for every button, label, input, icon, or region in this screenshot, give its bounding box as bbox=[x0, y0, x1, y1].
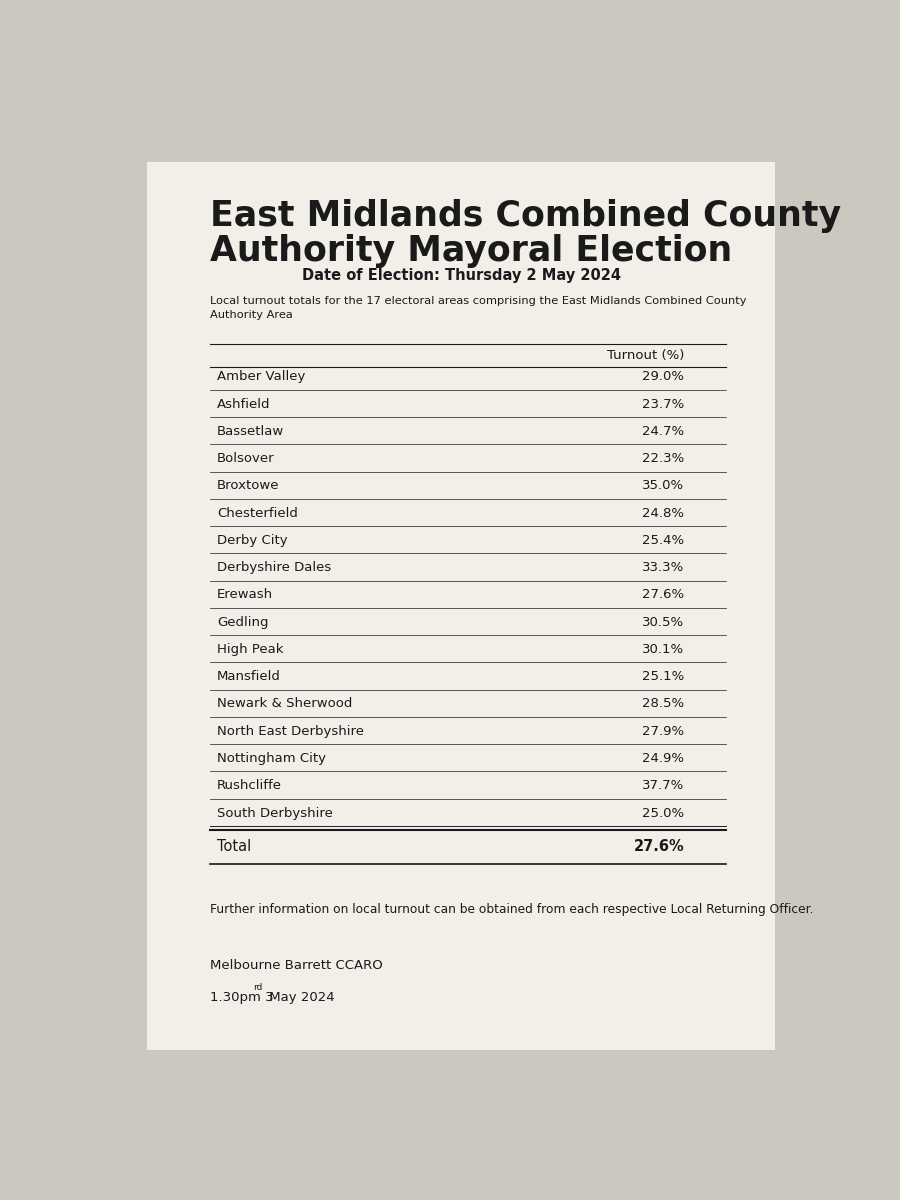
Text: 25.4%: 25.4% bbox=[643, 534, 684, 547]
Text: Further information on local turnout can be obtained from each respective Local : Further information on local turnout can… bbox=[211, 904, 814, 916]
Text: Gedling: Gedling bbox=[217, 616, 268, 629]
Text: 25.1%: 25.1% bbox=[643, 671, 684, 683]
Text: South Derbyshire: South Derbyshire bbox=[217, 806, 333, 820]
Text: 30.1%: 30.1% bbox=[643, 643, 684, 656]
Text: 37.7%: 37.7% bbox=[643, 779, 684, 792]
Text: 27.6%: 27.6% bbox=[643, 588, 684, 601]
Text: Total: Total bbox=[217, 839, 251, 854]
Text: Rushcliffe: Rushcliffe bbox=[217, 779, 282, 792]
Text: Bassetlaw: Bassetlaw bbox=[217, 425, 284, 438]
Text: Authority Mayoral Election: Authority Mayoral Election bbox=[211, 234, 733, 268]
Text: 24.7%: 24.7% bbox=[643, 425, 684, 438]
Text: East Midlands Combined County: East Midlands Combined County bbox=[211, 199, 842, 234]
Text: Chesterfield: Chesterfield bbox=[217, 506, 298, 520]
Text: 30.5%: 30.5% bbox=[643, 616, 684, 629]
Text: 25.0%: 25.0% bbox=[643, 806, 684, 820]
FancyBboxPatch shape bbox=[148, 162, 775, 1050]
Text: Nottingham City: Nottingham City bbox=[217, 752, 326, 764]
Text: North East Derbyshire: North East Derbyshire bbox=[217, 725, 364, 738]
Text: 35.0%: 35.0% bbox=[643, 480, 684, 492]
Text: 23.7%: 23.7% bbox=[643, 397, 684, 410]
Text: Date of Election: Thursday 2 May 2024: Date of Election: Thursday 2 May 2024 bbox=[302, 268, 621, 283]
Text: Broxtowe: Broxtowe bbox=[217, 480, 280, 492]
Text: Bolsover: Bolsover bbox=[217, 452, 274, 466]
Text: 27.6%: 27.6% bbox=[634, 839, 684, 854]
Text: 33.3%: 33.3% bbox=[643, 562, 684, 574]
Text: May 2024: May 2024 bbox=[265, 991, 334, 1004]
Text: Derby City: Derby City bbox=[217, 534, 288, 547]
Text: Melbourne Barrett CCARO: Melbourne Barrett CCARO bbox=[211, 959, 382, 972]
Text: 22.3%: 22.3% bbox=[643, 452, 684, 466]
Text: 1.30pm 3: 1.30pm 3 bbox=[211, 991, 274, 1004]
Text: Turnout (%): Turnout (%) bbox=[608, 349, 684, 362]
Text: 24.9%: 24.9% bbox=[643, 752, 684, 764]
Text: Local turnout totals for the 17 electoral areas comprising the East Midlands Com: Local turnout totals for the 17 electora… bbox=[211, 296, 747, 320]
Text: Newark & Sherwood: Newark & Sherwood bbox=[217, 697, 353, 710]
Text: High Peak: High Peak bbox=[217, 643, 284, 656]
Text: Mansfield: Mansfield bbox=[217, 671, 281, 683]
Text: Amber Valley: Amber Valley bbox=[217, 371, 305, 383]
Text: Erewash: Erewash bbox=[217, 588, 274, 601]
Text: rd: rd bbox=[254, 983, 263, 991]
Text: 29.0%: 29.0% bbox=[643, 371, 684, 383]
Text: 24.8%: 24.8% bbox=[643, 506, 684, 520]
Text: 28.5%: 28.5% bbox=[643, 697, 684, 710]
Text: 27.9%: 27.9% bbox=[643, 725, 684, 738]
Text: Ashfield: Ashfield bbox=[217, 397, 271, 410]
Text: Derbyshire Dales: Derbyshire Dales bbox=[217, 562, 331, 574]
